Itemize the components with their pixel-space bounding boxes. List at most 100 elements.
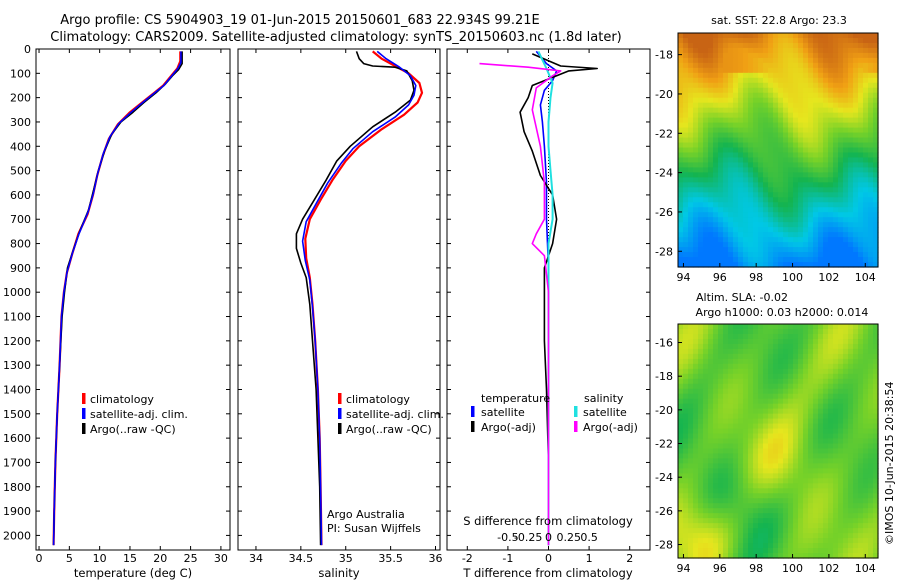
map-cell [858,212,864,218]
map-cell [863,393,869,400]
map-cell [803,182,809,188]
map-cell [793,373,799,380]
map-cell [868,222,874,228]
map-cell [773,418,779,425]
map-cell [788,72,794,79]
map-cell [813,177,819,183]
map-cell [708,102,714,109]
map-cell [848,538,854,544]
map-cell [798,408,804,415]
map-cell [678,473,684,479]
map-cell [688,333,694,340]
map-cell [718,403,724,410]
map-cell [753,162,759,169]
map-cell [853,403,859,410]
map-cell [863,262,869,268]
map-cell [798,37,804,44]
map-cell [778,438,784,445]
map-cell [708,262,714,268]
map-cell [683,498,689,504]
map-cell [748,508,754,514]
map-cell [678,343,684,350]
salinity-x-axis: 34 34.5 35 35.5 36 [249,49,443,565]
map-cell [703,242,709,248]
map-cell [848,368,854,375]
map-cell [723,212,729,218]
map-cell [788,383,794,390]
map-cell [783,443,789,450]
map-cell [723,252,729,258]
map-x-tick-label: 104 [855,271,876,284]
map-cell [823,82,829,89]
map-cell [783,262,789,268]
map-cell [808,343,814,350]
map-cell [768,533,774,539]
map-cell [748,448,754,455]
map-cell [723,383,729,390]
legend-swatch-satellite [338,408,342,419]
map-cell [868,383,874,390]
map-cell [873,187,879,193]
map-cell [708,227,714,233]
map-cell [758,157,764,164]
legend-label: climatology [346,393,410,406]
map-cell [798,518,804,524]
map-cell [783,117,789,124]
map-cell [758,42,764,49]
map-cell [858,438,864,445]
map-cell [763,513,769,519]
map-cell [818,398,824,405]
map-cell [828,167,834,174]
map-cell [713,478,719,484]
map-cell [828,227,834,233]
map-cell [858,458,864,465]
map-cell [843,428,849,435]
map-cell [783,373,789,380]
map-cell [728,107,734,114]
map-cell [788,333,794,340]
map-cell [768,247,774,253]
map-cell [748,142,754,149]
map-cell [793,47,799,54]
map-cell [708,142,714,149]
map-cell [753,172,759,178]
map-cell [753,503,759,509]
depth-tick-label: 1900 [3,505,31,518]
map-cell [713,333,719,340]
map-cell [688,548,694,554]
map-cell [728,197,734,203]
map-cell [738,47,744,54]
map-cell [803,77,809,84]
map-cell [693,33,699,39]
map-cell [868,107,874,114]
map-cell [678,147,684,154]
map-cell [833,523,839,529]
map-cell [873,508,879,514]
map-cell [683,257,689,263]
map-cell [828,217,834,223]
map-cell [763,77,769,84]
map-cell [798,393,804,400]
map-cell [768,324,774,330]
map-cell [713,473,719,479]
map-cell [693,508,699,514]
map-cell [678,132,684,139]
map-cell [778,122,784,129]
map-cell [678,523,684,529]
map-cell [798,378,804,385]
map-cell [758,92,764,99]
map-cell [683,443,689,450]
map-cell [763,393,769,400]
map-cell [698,418,704,425]
map-cell [698,423,704,430]
map-cell [693,368,699,375]
map-cell [843,403,849,410]
map-cell [803,147,809,154]
map-cell [863,57,869,64]
map-cell [713,548,719,554]
map-cell [763,448,769,455]
map-cell [863,172,869,178]
map-cell [793,428,799,435]
map-cell [728,57,734,64]
map-cell [818,222,824,228]
